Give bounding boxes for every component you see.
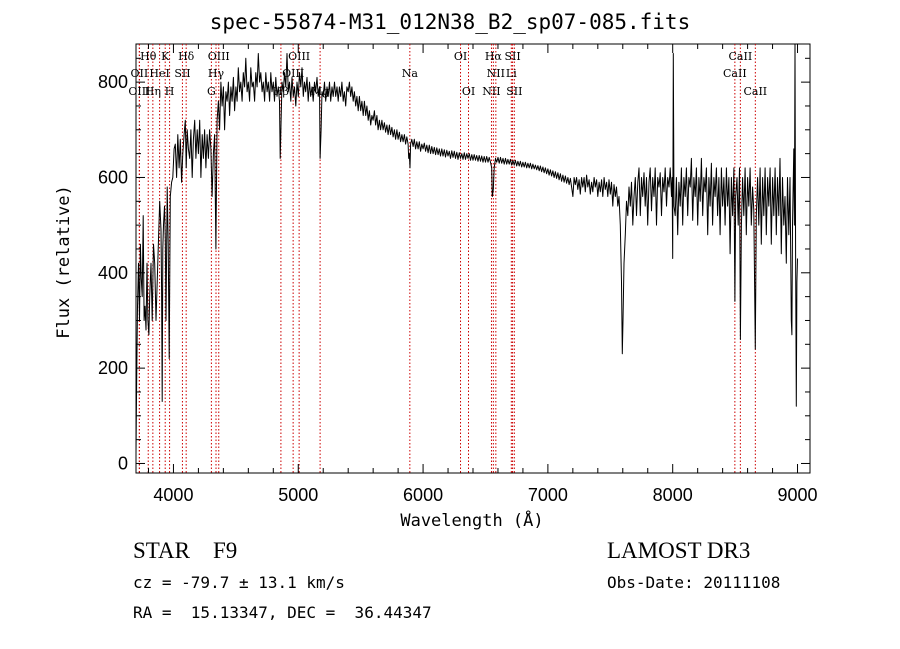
coordinates: RA = 15.13347, DEC = 36.44347 bbox=[133, 603, 432, 622]
line-label: CaII bbox=[743, 85, 767, 98]
survey-name: LAMOST DR3 bbox=[607, 538, 751, 563]
spectrum-line bbox=[135, 43, 798, 454]
y-axis-label: Flux (relative) bbox=[54, 185, 74, 339]
plot-frame bbox=[135, 43, 811, 474]
x-axis: 4000 5000 6000 7000 8000 9000 bbox=[147, 44, 818, 505]
x-tick-label: 5000 bbox=[278, 485, 318, 505]
redshift-velocity: cz = -79.7 ± 13.1 km/s bbox=[133, 573, 345, 592]
x-tick-label: 6000 bbox=[403, 485, 443, 505]
line-label: G bbox=[207, 85, 216, 98]
y-tick-label: 400 bbox=[98, 263, 128, 283]
line-label: OI bbox=[462, 85, 475, 98]
line-label: H bbox=[165, 85, 175, 98]
line-label: SII bbox=[504, 50, 520, 63]
line-label: CaII bbox=[723, 67, 747, 80]
line-label: NII bbox=[487, 67, 505, 80]
line-label: Hη bbox=[145, 85, 161, 98]
x-tick-label: 4000 bbox=[153, 485, 193, 505]
line-label: OI bbox=[454, 50, 467, 63]
line-label: K bbox=[161, 50, 170, 63]
line-label: OIII bbox=[128, 85, 150, 98]
line-label: HeI bbox=[149, 67, 169, 80]
line-label: OIII bbox=[288, 50, 310, 63]
line-label: Li bbox=[506, 67, 517, 80]
line-label: OII bbox=[131, 67, 149, 80]
line-label: Na bbox=[402, 67, 419, 80]
x-tick-label: 7000 bbox=[528, 485, 568, 505]
line-label: SII bbox=[506, 85, 522, 98]
y-tick-label: 800 bbox=[98, 72, 128, 92]
line-label: Hα bbox=[485, 50, 503, 63]
line-markers bbox=[138, 44, 756, 473]
y-axis: 0 200 400 600 800 bbox=[98, 57, 810, 473]
line-label: SII bbox=[174, 67, 190, 80]
line-label: Hθ bbox=[140, 50, 157, 63]
y-tick-label: 0 bbox=[118, 453, 128, 473]
object-class: STAR F9 bbox=[133, 538, 238, 563]
line-label: OIII bbox=[208, 50, 230, 63]
line-label: Hδ bbox=[178, 50, 195, 63]
line-label: NII bbox=[482, 85, 500, 98]
x-tick-label: 9000 bbox=[777, 485, 817, 505]
x-tick-label: 8000 bbox=[653, 485, 693, 505]
chart-title: spec-55874-M31_012N38_B2_sp07-085.fits bbox=[209, 10, 691, 34]
y-tick-label: 200 bbox=[98, 358, 128, 378]
y-tick-label: 600 bbox=[98, 167, 128, 187]
observation-date: Obs-Date: 20111108 bbox=[607, 573, 781, 592]
line-label: Hγ bbox=[208, 67, 225, 80]
line-label: CaII bbox=[729, 50, 753, 63]
x-axis-label: Wavelength (Å) bbox=[400, 511, 544, 531]
